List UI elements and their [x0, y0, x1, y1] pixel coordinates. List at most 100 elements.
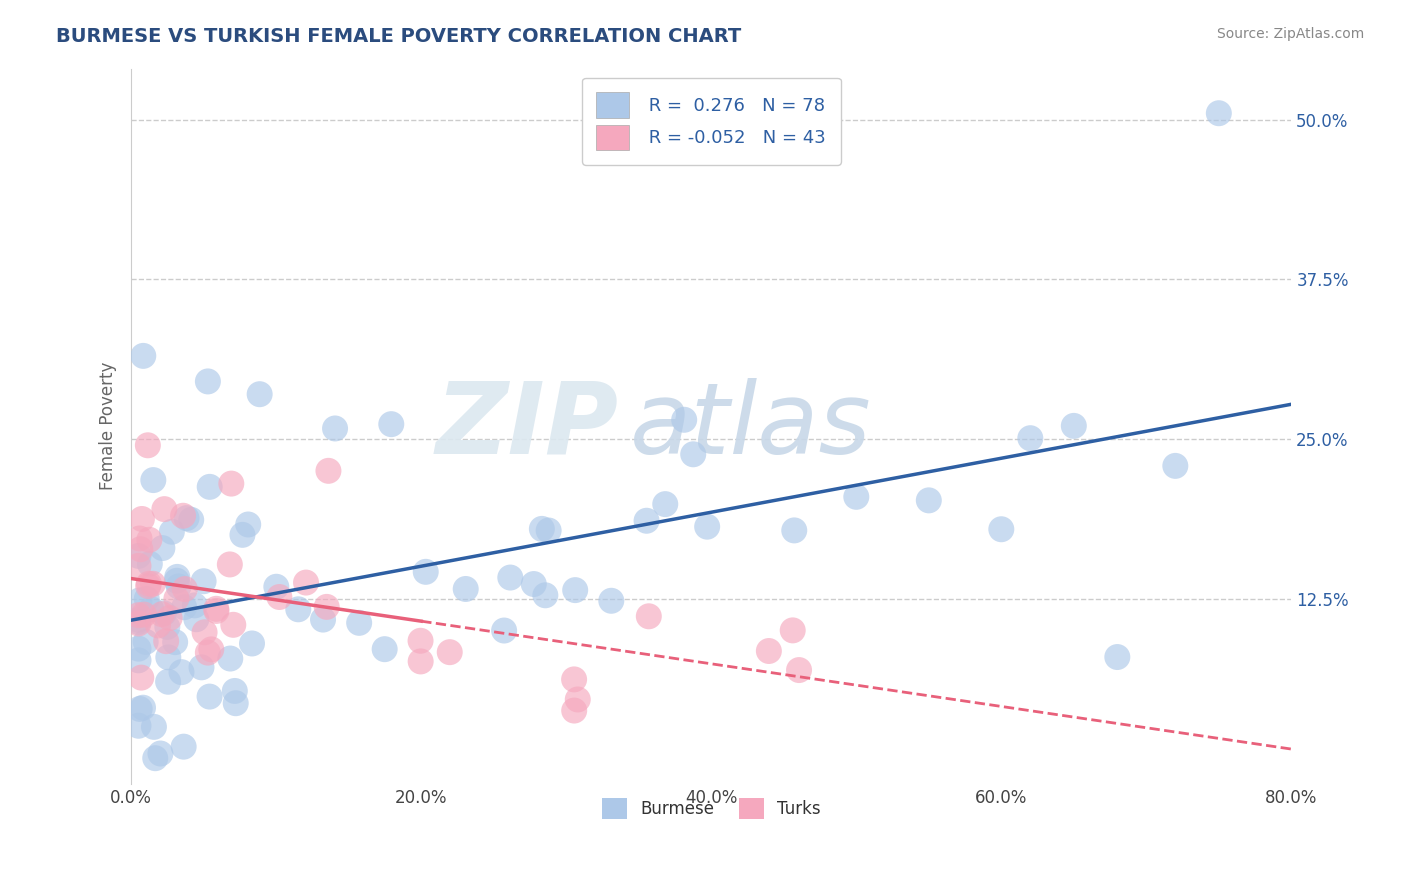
Point [530, 522, 553, 536]
Point [165, 635, 187, 649]
Point [198, 480, 221, 494]
Point [1208, 106, 1230, 120]
Point [153, 502, 176, 516]
Point [682, 447, 704, 461]
Point [128, 616, 150, 631]
Point [173, 739, 195, 754]
Point [143, 751, 166, 765]
Point [205, 604, 228, 618]
Point [129, 671, 152, 685]
Point [499, 570, 522, 584]
Point [323, 421, 346, 435]
Point [159, 611, 181, 625]
Point [172, 508, 194, 523]
Point [132, 349, 155, 363]
Point [534, 588, 557, 602]
Point [141, 602, 163, 616]
Point [415, 565, 437, 579]
Point [537, 524, 560, 538]
Point [990, 522, 1012, 536]
Point [135, 635, 157, 649]
Point [200, 642, 222, 657]
Point [128, 613, 150, 627]
Point [132, 700, 155, 714]
Point [193, 574, 215, 589]
Point [409, 655, 432, 669]
Text: ZIP: ZIP [436, 377, 619, 475]
Point [132, 607, 155, 622]
Point [128, 549, 150, 563]
Point [157, 650, 180, 665]
Point [135, 591, 157, 606]
Point [170, 665, 193, 680]
Text: Source: ZipAtlas.com: Source: ZipAtlas.com [1216, 27, 1364, 41]
Point [374, 642, 396, 657]
Point [758, 644, 780, 658]
Point [696, 519, 718, 533]
Point [173, 600, 195, 615]
Point [225, 696, 247, 710]
Point [128, 653, 150, 667]
Point [128, 719, 150, 733]
Point [150, 607, 173, 622]
Point [380, 417, 402, 432]
Point [167, 579, 190, 593]
Point [128, 558, 150, 573]
Point [636, 514, 658, 528]
Point [197, 646, 219, 660]
Point [150, 541, 173, 555]
Point [454, 582, 477, 596]
Point [1019, 431, 1042, 445]
Point [673, 413, 696, 427]
Point [194, 625, 217, 640]
Point [318, 464, 340, 478]
Point [129, 542, 152, 557]
Point [224, 684, 246, 698]
Point [197, 375, 219, 389]
Point [222, 617, 245, 632]
Point [205, 602, 228, 616]
Point [165, 591, 187, 606]
Point [266, 580, 288, 594]
Point [567, 692, 589, 706]
Point [249, 387, 271, 401]
Point [184, 599, 207, 613]
Point [219, 651, 242, 665]
Point [221, 476, 243, 491]
Point [347, 615, 370, 630]
Point [1063, 418, 1085, 433]
Point [238, 517, 260, 532]
Point [918, 493, 941, 508]
Y-axis label: Female Poverty: Female Poverty [100, 362, 117, 491]
Point [156, 620, 179, 634]
Point [562, 673, 585, 687]
Point [128, 532, 150, 546]
Point [142, 720, 165, 734]
Point [190, 660, 212, 674]
Point [131, 512, 153, 526]
Point [136, 438, 159, 452]
Point [1107, 650, 1129, 665]
Point [160, 524, 183, 539]
Point [218, 558, 240, 572]
Legend: Burmese, Turks: Burmese, Turks [595, 792, 828, 825]
Point [562, 704, 585, 718]
Point [600, 594, 623, 608]
Point [128, 593, 150, 607]
Point [176, 511, 198, 525]
Point [149, 747, 172, 761]
Point [128, 702, 150, 716]
Point [138, 576, 160, 591]
Point [295, 575, 318, 590]
Point [166, 570, 188, 584]
Point [142, 473, 165, 487]
Point [637, 609, 659, 624]
Point [136, 579, 159, 593]
Point [180, 513, 202, 527]
Point [153, 607, 176, 621]
Point [198, 690, 221, 704]
Point [128, 608, 150, 623]
Point [439, 645, 461, 659]
Text: BURMESE VS TURKISH FEMALE POVERTY CORRELATION CHART: BURMESE VS TURKISH FEMALE POVERTY CORREL… [56, 27, 741, 45]
Point [315, 599, 337, 614]
